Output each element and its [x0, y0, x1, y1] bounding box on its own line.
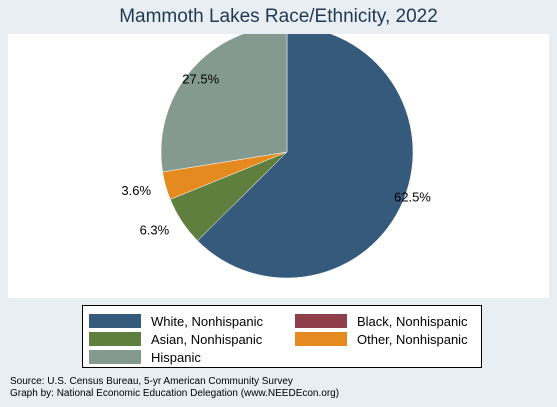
pie-label-other: 3.6% — [121, 183, 151, 198]
legend-item-black: Black, Nonhispanic — [295, 312, 468, 330]
legend: White, Nonhispanic Black, Nonhispanic As… — [82, 305, 482, 368]
source-note: Source: U.S. Census Bureau, 5-yr America… — [10, 376, 339, 400]
legend-swatch-hispanic — [89, 350, 141, 364]
pie-label-hispanic: 27.5% — [182, 71, 219, 86]
legend-label-white: White, Nonhispanic — [151, 313, 263, 329]
pie-chart: 62.5% 6.3% 3.6% 27.5% — [121, 34, 431, 279]
credit-line: Graph by: National Economic Education De… — [10, 388, 340, 399]
pie-label-white: 62.5% — [394, 190, 431, 205]
source-line: Source: U.S. Census Bureau, 5-yr America… — [10, 376, 293, 387]
legend-swatch-white — [89, 314, 141, 328]
legend-item-hispanic: Hispanic — [89, 348, 201, 366]
legend-swatch-black — [295, 314, 347, 328]
legend-swatch-other — [295, 332, 347, 346]
pie-label-asian: 6.3% — [140, 223, 170, 238]
legend-label-asian: Asian, Nonhispanic — [151, 331, 263, 347]
pie-slice-white — [197, 34, 414, 279]
plot-region: 62.5% 6.3% 3.6% 27.5% — [8, 34, 549, 298]
legend-swatch-asian — [89, 332, 141, 346]
pie-slice-hispanic — [160, 34, 288, 173]
legend-item-white: White, Nonhispanic — [89, 312, 263, 330]
legend-item-other: Other, Nonhispanic — [295, 330, 468, 348]
legend-label-other: Other, Nonhispanic — [357, 331, 468, 347]
legend-label-black: Black, Nonhispanic — [357, 313, 468, 329]
legend-label-hispanic: Hispanic — [151, 349, 201, 365]
legend-item-asian: Asian, Nonhispanic — [89, 330, 262, 348]
chart-title: Mammoth Lakes Race/Ethnicity, 2022 — [119, 6, 438, 27]
